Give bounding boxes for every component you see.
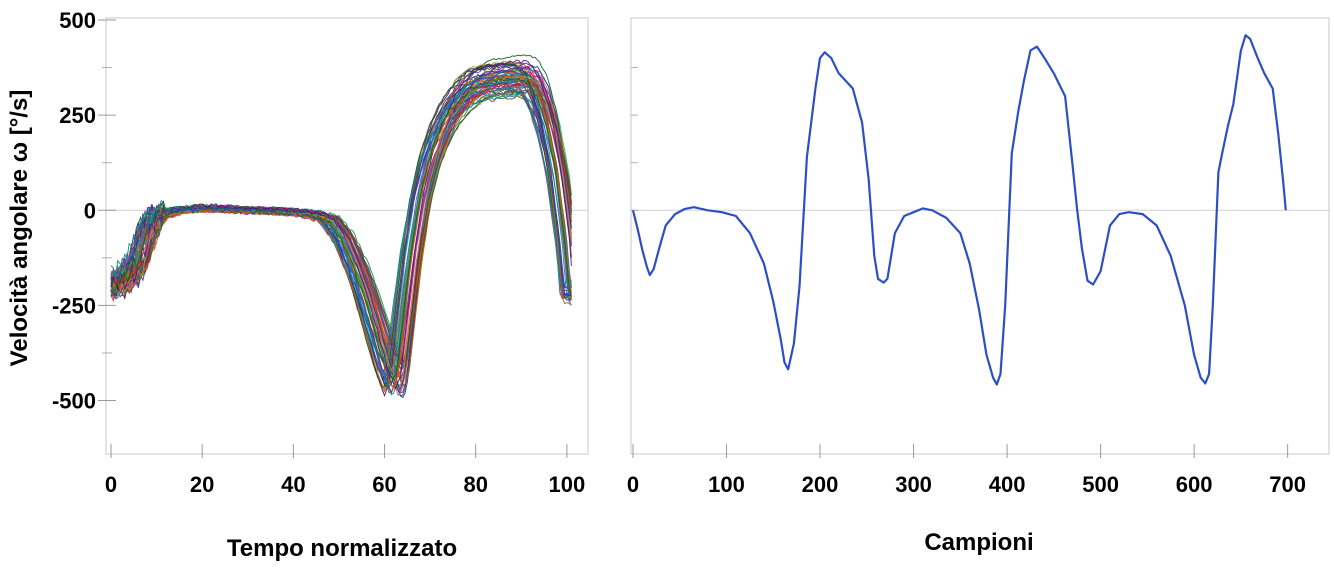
left-series-line (110, 78, 572, 369)
right-x-tick-label: 0 (627, 472, 639, 497)
chart-right: 0 100 200 300 400 500 600 700 Campioni (627, 17, 1330, 556)
right-x-tick-label: 400 (989, 472, 1026, 497)
right-ticks (631, 67, 1289, 458)
chart-left: 500 250 0 -250 -500 0 20 40 60 80 100 Tempo norma… (6, 8, 589, 562)
right-x-tick-label: 700 (1269, 472, 1306, 497)
left-x-tick-label: 20 (190, 472, 214, 497)
right-x-tick-label: 600 (1176, 472, 1213, 497)
left-series-line (110, 59, 572, 391)
right-series-line (631, 34, 1287, 386)
y-axis-title: Velocità angolare ω [°/s] (6, 90, 33, 367)
right-x-axis-title: Campioni (924, 529, 1033, 556)
left-x-tick-labels: 0 20 40 60 80 100 (105, 472, 585, 497)
left-x-axis-title: Tempo normalizzato (227, 535, 457, 562)
left-y-tick-labels: 500 250 0 -250 -500 (52, 8, 96, 414)
right-x-tick-label: 200 (802, 472, 839, 497)
left-x-tick-label: 60 (372, 472, 396, 497)
right-x-tick-label: 300 (895, 472, 932, 497)
right-series-group (631, 34, 1287, 386)
left-plot-frame (105, 17, 589, 455)
right-x-tick-label: 100 (708, 472, 745, 497)
left-x-tick-label: 0 (105, 472, 117, 497)
right-x-tick-label: 500 (1082, 472, 1119, 497)
left-series-line (110, 80, 572, 377)
left-series-line (110, 67, 572, 390)
left-series-line (110, 72, 572, 389)
left-y-tick-label: 250 (59, 103, 96, 128)
left-y-tick-label: 0 (84, 198, 96, 223)
left-y-tick-label: -250 (52, 293, 96, 318)
left-y-tick-label: -500 (52, 389, 96, 414)
left-ticks (98, 19, 568, 458)
left-y-tick-label: 500 (59, 8, 96, 33)
left-series-line (110, 77, 572, 386)
right-plot-frame (630, 17, 1330, 455)
left-x-tick-label: 100 (549, 472, 586, 497)
left-x-tick-label: 40 (281, 472, 305, 497)
left-x-tick-label: 80 (463, 472, 487, 497)
left-series-group (110, 54, 572, 399)
left-series-line (110, 74, 572, 390)
right-x-tick-labels: 0 100 200 300 400 500 600 700 (627, 472, 1306, 497)
